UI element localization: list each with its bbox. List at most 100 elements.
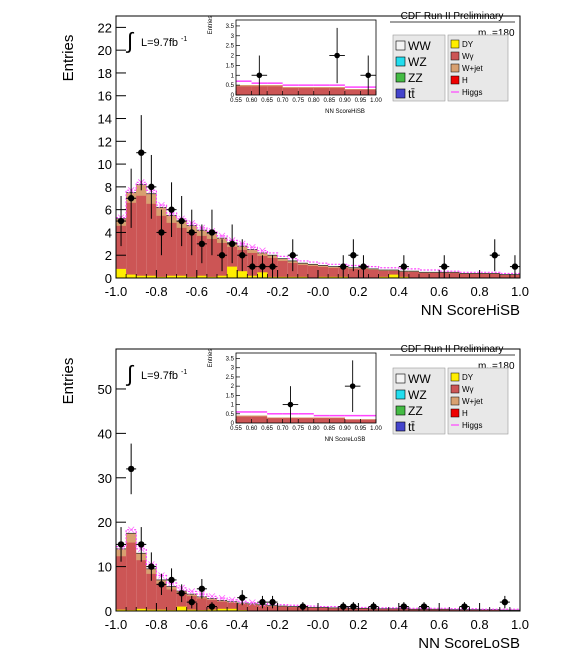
bottom-panel: -1.0 -0.8 -0.6 -0.4 -0.2 -0.0 0.2 0.4 0.6 0.8 1.00… (60, 344, 529, 652)
svg-text:=180: =180 (492, 28, 515, 39)
bottom-data-point (420, 603, 428, 610)
top-legend-swatch-right (450, 63, 460, 73)
top-bar-wjet (328, 266, 339, 268)
top-legend-label: DY (462, 40, 474, 49)
bottom-x-tick-label: -0.4 (226, 617, 248, 632)
bottom-inset-x-tick-label: 0.90 (339, 426, 351, 432)
top-bar-wgamma (116, 218, 127, 278)
bottom-inset-bar (313, 417, 330, 423)
top-stack-bars (116, 184, 520, 278)
top-legend-swatch-ww (395, 40, 406, 51)
top-y-tick-label: 8 (105, 180, 112, 195)
bottom-inset-y-tick-label: 3.5 (226, 357, 235, 363)
bottom-inset-bar-wjet (329, 417, 345, 419)
bottom-inset-bar-wjet (236, 415, 252, 417)
top-inset-bar (329, 87, 345, 95)
top-signal-hatch (218, 232, 226, 240)
top-data-point (511, 263, 519, 270)
top-y-tick-label: 14 (98, 112, 112, 127)
top-bar-wgamma (449, 272, 460, 278)
bottom-bar-wgamma (449, 609, 460, 611)
top-data-point (249, 263, 256, 270)
top-y-tick-label: 12 (98, 134, 112, 149)
top-legend-label: WZ (408, 55, 427, 69)
bottom-bar-dy (186, 609, 197, 611)
top-run-label: CDF Run II Preliminary (401, 11, 504, 22)
bottom-bar-dy (146, 609, 157, 611)
top-inset-plot: 0.55 0.60 0.65 0.70 0.75 0.80 0.85 0.90 0.95 1.00… (226, 19, 382, 104)
bottom-data-point (148, 563, 155, 570)
top-data-point (138, 149, 145, 156)
bottom-data-points (116, 443, 510, 611)
top-x-tick-label: 0.4 (390, 284, 408, 299)
top-legend-swatch-right (450, 51, 460, 61)
top-x-tick-label: -0.8 (145, 284, 167, 299)
bottom-bar-dy (176, 606, 187, 611)
bottom-legend-swatch-right (450, 372, 460, 382)
top-bar-wgamma (126, 192, 137, 278)
bottom-legend-label: ZZ (408, 404, 423, 418)
top-inset-point (256, 72, 263, 79)
bottom-y-tick-label: 30 (98, 471, 112, 486)
bottom-data-point (299, 603, 307, 610)
top-bar-wgamma (479, 273, 490, 278)
bottom-data-point (208, 603, 216, 610)
bottom-data-point (501, 598, 509, 606)
top-x-tick-label: -0.2 (266, 284, 288, 299)
bottom-inset-plot: 0.55 0.60 0.65 0.70 0.75 0.80 0.85 0.90 0.95 1.00… (226, 352, 382, 432)
top-y-tick-label: 2 (105, 248, 112, 263)
top-data-point (350, 252, 357, 259)
bottom-legend-label: tt̄ (408, 420, 415, 434)
bottom-x-tick-label: -0.2 (266, 617, 288, 632)
top-bar-wjet (247, 249, 258, 253)
top-legend-swatch-tt (395, 88, 406, 99)
top-inset-x-tick-label: 0.65 (261, 98, 273, 104)
top-bar-wjet (277, 258, 288, 261)
bottom-inset-bar (251, 415, 268, 423)
top-y-tick-label: 10 (98, 157, 112, 172)
top-bar-wgamma (318, 265, 329, 278)
bottom-x-tick-label: -1.0 (105, 617, 127, 632)
bottom-x-tick-label: 0.8 (471, 617, 489, 632)
top-legend-label: ZZ (408, 71, 423, 85)
svg-text:=180: =180 (492, 361, 515, 372)
top-inset-point (365, 72, 372, 79)
bottom-bar-wgamma (429, 609, 440, 611)
top-bar-wgamma (378, 270, 389, 278)
top-inset-y-tick-label: 0.5 (226, 83, 235, 89)
bottom-inset-y-tick-label: 2.5 (226, 375, 235, 381)
bottom-inset-bar-wjet (267, 417, 283, 419)
top-bar-dy (186, 276, 197, 278)
bottom-bar-wgamma (489, 609, 500, 611)
bottom-bar-wjet (247, 603, 258, 605)
top-x-tick-label: 0.8 (471, 284, 489, 299)
bottom-run-label: CDF Run II Preliminary (401, 344, 504, 355)
top-data-point (259, 263, 266, 270)
top-data-point (441, 263, 448, 270)
bottom-inset-x-tick-label: 0.70 (277, 426, 289, 432)
bottom-bar-wgamma (378, 608, 389, 611)
bottom-inset-x-tick-label: 0.95 (355, 426, 367, 432)
top-inset-x-label: NN ScoreHiSB (325, 109, 365, 115)
bottom-data-point (158, 581, 165, 588)
top-signal-hatch (259, 247, 266, 254)
top-bar-wjet (408, 271, 419, 272)
top-bar-wgamma (348, 267, 359, 278)
top-bar-dy (217, 275, 228, 278)
top-x-axis-label: NN ScoreHiSB (421, 302, 520, 319)
top-inset-x-tick-label: 0.70 (277, 98, 289, 104)
bottom-legend-label: W+jet (462, 397, 483, 406)
top-bar-dy (136, 275, 147, 278)
top-bar-wgamma (146, 193, 157, 278)
top-inset-bar-wjet (267, 85, 283, 87)
bottom-legend: WW WZ ZZ tt̄ DY Wγ W+jet H Higgs (392, 367, 509, 435)
top-y-tick-label: 22 (98, 20, 112, 35)
top-panel: -1.0 -0.8 -0.6 -0.4 -0.2 -0.0 0.2 0.4 0.6 0.8 1.00… (60, 11, 529, 319)
bottom-legend-label: WW (408, 372, 431, 386)
top-bar-dy (277, 276, 288, 278)
top-inset-y-tick-label: 2.5 (226, 44, 235, 50)
top-data-point (218, 252, 226, 259)
bottom-bar-dy (227, 608, 238, 611)
bottom-bar-dy (217, 608, 228, 611)
top-data-points (116, 115, 520, 278)
